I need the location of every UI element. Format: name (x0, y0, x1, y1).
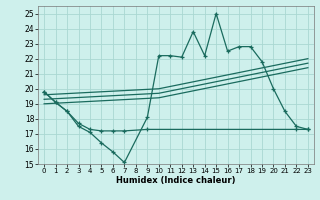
X-axis label: Humidex (Indice chaleur): Humidex (Indice chaleur) (116, 176, 236, 185)
